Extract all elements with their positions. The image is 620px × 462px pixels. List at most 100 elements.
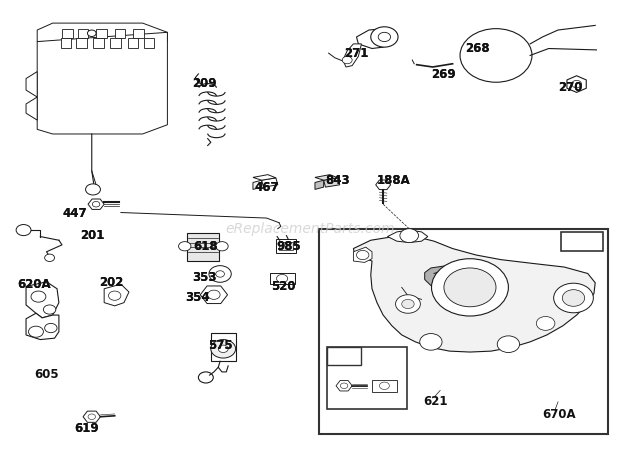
Text: 271: 271 <box>344 47 368 60</box>
Circle shape <box>554 283 593 313</box>
Circle shape <box>420 334 442 350</box>
Circle shape <box>45 323 57 333</box>
Polygon shape <box>26 313 59 340</box>
Text: 620: 620 <box>570 235 596 248</box>
Circle shape <box>342 56 352 64</box>
Text: 605: 605 <box>34 368 59 381</box>
Circle shape <box>444 268 496 307</box>
Text: 353: 353 <box>192 271 217 284</box>
Circle shape <box>400 229 419 243</box>
Polygon shape <box>315 180 324 189</box>
Circle shape <box>378 32 391 42</box>
Circle shape <box>16 225 31 236</box>
Circle shape <box>371 27 398 47</box>
Text: 270: 270 <box>558 81 582 94</box>
Polygon shape <box>253 175 276 180</box>
Bar <box>327 347 361 365</box>
Circle shape <box>209 266 231 282</box>
Polygon shape <box>315 175 338 180</box>
Polygon shape <box>37 23 167 42</box>
Text: 520: 520 <box>271 280 296 293</box>
Text: 621: 621 <box>423 395 448 407</box>
Circle shape <box>432 259 508 316</box>
Polygon shape <box>26 97 37 120</box>
Bar <box>270 273 294 284</box>
Circle shape <box>86 184 100 195</box>
Text: 447: 447 <box>62 207 87 220</box>
Bar <box>327 346 407 409</box>
Polygon shape <box>26 72 37 97</box>
Circle shape <box>31 291 46 302</box>
Circle shape <box>356 250 369 260</box>
Polygon shape <box>388 230 428 243</box>
Text: 353: 353 <box>192 271 217 284</box>
Circle shape <box>87 30 96 36</box>
Text: 269: 269 <box>431 68 456 81</box>
Text: 209: 209 <box>192 77 217 90</box>
Circle shape <box>396 295 420 313</box>
Text: 98A: 98A <box>336 352 360 362</box>
Polygon shape <box>110 38 121 48</box>
Polygon shape <box>96 29 107 38</box>
Text: 268: 268 <box>465 42 490 55</box>
Polygon shape <box>61 38 71 48</box>
Text: 202: 202 <box>99 276 123 289</box>
Bar <box>187 233 219 261</box>
Polygon shape <box>567 76 587 92</box>
Circle shape <box>108 291 121 300</box>
Bar <box>319 229 608 434</box>
Polygon shape <box>324 178 340 187</box>
Polygon shape <box>128 38 138 48</box>
Circle shape <box>29 326 43 337</box>
Text: 354: 354 <box>185 292 210 304</box>
Circle shape <box>402 299 414 309</box>
Text: 271: 271 <box>344 47 368 60</box>
Polygon shape <box>78 29 88 38</box>
Polygon shape <box>353 247 372 262</box>
Circle shape <box>43 305 56 314</box>
Text: 618: 618 <box>193 240 218 253</box>
Bar <box>279 242 293 250</box>
Polygon shape <box>26 282 59 318</box>
Polygon shape <box>88 199 104 209</box>
Polygon shape <box>133 29 144 38</box>
Text: 201: 201 <box>81 229 105 242</box>
Polygon shape <box>262 178 278 187</box>
Circle shape <box>179 242 191 251</box>
Text: 619: 619 <box>74 422 99 435</box>
Circle shape <box>208 290 220 299</box>
Text: 620A: 620A <box>17 278 51 291</box>
Polygon shape <box>104 284 129 306</box>
Polygon shape <box>200 286 228 304</box>
Circle shape <box>218 345 228 353</box>
Text: 670A: 670A <box>542 408 576 421</box>
Text: 985: 985 <box>276 240 301 253</box>
Text: 619: 619 <box>74 422 99 435</box>
Polygon shape <box>144 38 154 48</box>
Text: 467: 467 <box>254 181 279 194</box>
Text: 270: 270 <box>558 81 582 94</box>
Bar <box>561 232 603 251</box>
Circle shape <box>88 414 95 419</box>
Text: 467: 467 <box>254 181 279 194</box>
Polygon shape <box>83 411 100 422</box>
Text: eReplacementParts.com: eReplacementParts.com <box>225 222 395 236</box>
Polygon shape <box>76 38 87 48</box>
Polygon shape <box>425 264 464 286</box>
Circle shape <box>572 80 582 88</box>
Text: 268: 268 <box>465 42 490 55</box>
Text: 620A: 620A <box>17 278 51 291</box>
Text: 98A: 98A <box>332 351 356 361</box>
Bar <box>372 380 397 392</box>
Text: 843: 843 <box>326 174 350 187</box>
Circle shape <box>92 201 100 207</box>
Text: 985: 985 <box>276 240 301 253</box>
Text: 520: 520 <box>271 280 296 293</box>
Circle shape <box>277 274 288 283</box>
Circle shape <box>216 242 228 251</box>
Polygon shape <box>93 38 104 48</box>
Polygon shape <box>253 180 262 189</box>
Text: 269: 269 <box>431 68 456 81</box>
Text: 354: 354 <box>185 292 210 304</box>
Circle shape <box>340 383 348 389</box>
